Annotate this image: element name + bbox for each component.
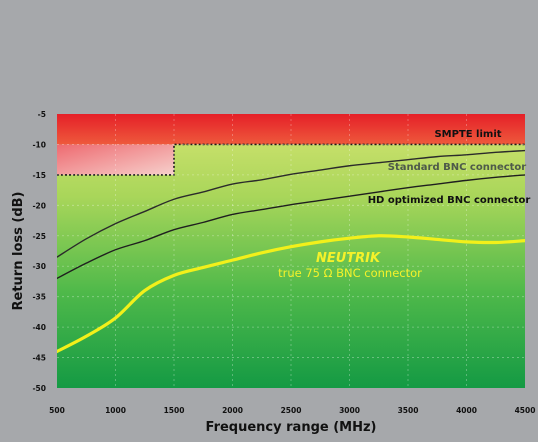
series-lines xyxy=(57,149,525,354)
x-tick-label: 500 xyxy=(49,406,65,415)
y-axis-title: Return loss (dB) xyxy=(11,192,26,311)
x-tick-label: 4000 xyxy=(456,406,477,415)
smpte-limit-label: SMPTE limit xyxy=(434,129,501,140)
y-tick-label: -35 xyxy=(32,293,46,302)
y-tick-label: -20 xyxy=(32,201,46,210)
x-tick-label: 2500 xyxy=(281,406,302,415)
x-tick-label: 2000 xyxy=(222,406,243,415)
y-tick-label: -10 xyxy=(32,140,46,149)
x-tick-label: 1000 xyxy=(105,406,126,415)
x-axis-ticks: 500 1000 1500 2000 2500 3000 3500 4000 4500 xyxy=(49,406,535,415)
x-tick-label: 1500 xyxy=(164,406,185,415)
x-tick-label: 4500 xyxy=(515,406,536,415)
limit-zone-red xyxy=(57,114,525,145)
neutrik-brand-label: NEUTRIK xyxy=(316,251,381,266)
y-tick-label: -25 xyxy=(32,232,46,241)
y-tick-label: -30 xyxy=(32,262,46,271)
series-line-standard xyxy=(57,149,525,258)
y-tick-label: -5 xyxy=(38,110,46,119)
standard-bnc-label: Standard BNC connector xyxy=(388,162,527,173)
series-line-neutrik xyxy=(57,234,525,354)
y-axis-ticks: -5 -10 -15 -20 -25 -30 -35 -40 -45 -50 xyxy=(32,110,46,393)
series-line-hd xyxy=(57,174,525,280)
x-tick-label: 3500 xyxy=(398,406,419,415)
grid-lines xyxy=(57,114,525,388)
smpte-limit-zone xyxy=(57,114,525,176)
neutrik-desc-label: true 75 Ω BNC connector xyxy=(278,266,422,280)
x-axis-title: Frequency range (MHz) xyxy=(206,420,377,435)
y-tick-label: -50 xyxy=(32,384,46,393)
hd-bnc-label: HD optimized BNC connector xyxy=(368,195,531,206)
y-tick-label: -40 xyxy=(32,323,46,332)
smpte-limit-line xyxy=(57,143,525,176)
limit-zone-pink xyxy=(57,144,174,175)
x-tick-label: 3000 xyxy=(339,406,360,415)
y-tick-label: -45 xyxy=(32,354,46,363)
y-tick-label: -15 xyxy=(32,171,46,180)
